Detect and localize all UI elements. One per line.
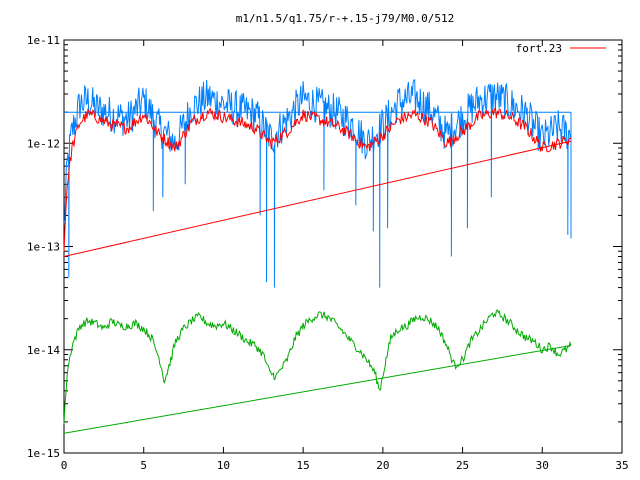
y-tick-label: 1e-11 (27, 34, 60, 47)
x-tick-label: 10 (217, 459, 230, 472)
x-tick-label: 25 (456, 459, 469, 472)
x-tick-label: 5 (140, 459, 147, 472)
series-fort-23-line (63, 105, 572, 252)
y-tick-label: 1e-14 (27, 344, 60, 357)
series-green-line (63, 309, 572, 424)
series-layer (63, 79, 572, 434)
axis-ticks: 0 5 10 15 20 25 30 35 1e-15 1e-14 1e-13 1e-12 1e-11 (27, 34, 629, 472)
chart-title: m1/n1.5/q1.75/r-+.15-j79/M0.0/512 (236, 12, 455, 25)
y-tick-label: 1e-13 (27, 241, 60, 254)
series-green-trend-line (63, 345, 572, 434)
y-tick-label: 1e-15 (27, 447, 60, 460)
legend-label-fort-23: fort.23 (516, 42, 562, 55)
x-tick-label: 35 (615, 459, 628, 472)
x-tick-label: 15 (297, 459, 310, 472)
x-tick-label: 0 (61, 459, 68, 472)
x-tick-label: 30 (536, 459, 549, 472)
x-tick-label: 20 (376, 459, 389, 472)
series-red-trend-line (63, 140, 572, 257)
y-tick-label: 1e-12 (27, 137, 60, 150)
legend: fort.23 (516, 42, 606, 55)
series-blue-line (63, 79, 572, 288)
